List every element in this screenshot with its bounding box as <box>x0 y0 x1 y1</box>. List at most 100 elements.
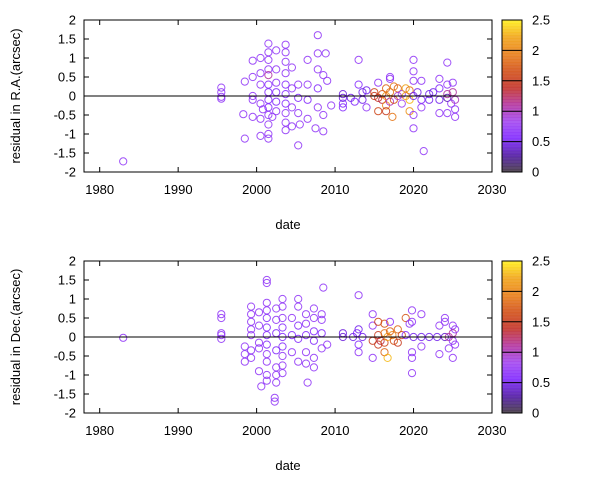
colorbar-tick-label: 0.5 <box>532 134 550 149</box>
colorbar-segment <box>502 270 522 274</box>
data-point <box>294 141 303 150</box>
data-point <box>401 84 410 93</box>
colorbar-segment <box>502 59 522 63</box>
data-point <box>301 310 311 319</box>
colorbar-segment <box>502 23 522 27</box>
y-tick-label: 0 <box>69 330 76 345</box>
colorbar-tick-label: 0 <box>532 165 539 180</box>
colorbar-segment <box>502 297 522 301</box>
data-point <box>354 348 363 357</box>
data-point <box>301 331 311 340</box>
y-axis-label: residual in R.A.(arcsec) <box>8 28 23 163</box>
data-point <box>281 80 290 89</box>
data-point <box>407 369 417 378</box>
data-point <box>287 122 296 131</box>
data-point <box>287 63 296 72</box>
colorbar-tick-label: 0.5 <box>532 375 550 390</box>
colorbar-tick-label: 2 <box>532 43 539 58</box>
data-point <box>313 65 322 74</box>
data-point <box>264 65 273 74</box>
data-point <box>262 323 271 332</box>
colorbar-segment <box>502 321 522 326</box>
data-point <box>281 90 290 99</box>
data-point <box>270 397 279 406</box>
colorbar-segment <box>502 324 522 329</box>
y-tick-label: -1.5 <box>54 387 76 402</box>
colorbar-segment <box>502 330 522 335</box>
x-axis-label: date <box>275 217 300 232</box>
colorbar-segment <box>502 400 522 405</box>
data-point <box>313 31 322 40</box>
data-point <box>382 107 391 116</box>
data-point <box>281 48 290 57</box>
data-point <box>264 71 273 80</box>
data-point <box>272 88 281 97</box>
data-point <box>440 317 449 326</box>
x-tick-label: 1990 <box>164 182 193 197</box>
data-point <box>287 103 296 112</box>
x-axis-label: date <box>275 458 300 473</box>
colorbar-segment <box>502 165 522 170</box>
data-point <box>425 90 434 99</box>
data-point <box>262 306 271 315</box>
colorbar-segment <box>502 111 522 115</box>
data-point <box>319 127 328 136</box>
colorbar-segment <box>502 261 522 265</box>
colorbar-segment <box>502 50 522 54</box>
data-point <box>262 298 271 307</box>
data-point <box>294 334 303 343</box>
data-point <box>262 278 271 288</box>
x-tick-label: 2010 <box>321 423 350 438</box>
y-tick-label: -1.5 <box>54 146 76 161</box>
data-point <box>354 291 363 300</box>
ra-residual-panel: 1980 1990 2000 2010 2020 2030 -2 -1.5 -1 -0.5 0 0.5… <box>8 13 550 233</box>
colorbar-segment <box>502 409 522 414</box>
x-tick-label: 1990 <box>164 423 193 438</box>
y-tick-label: -0.5 <box>54 349 76 364</box>
data-point <box>393 338 402 347</box>
data-point <box>287 348 296 357</box>
y-tick-label: 0.5 <box>58 70 76 85</box>
data-point <box>272 65 281 74</box>
data-point <box>317 315 326 324</box>
colorbar-segment <box>502 285 522 289</box>
data-point <box>217 94 226 103</box>
colorbar-tick-label: 1.5 <box>532 314 550 329</box>
data-point <box>272 378 281 387</box>
data-point <box>295 120 304 129</box>
data-point <box>217 331 226 340</box>
data-point <box>247 346 256 355</box>
data-point <box>309 353 318 362</box>
data-point <box>321 49 330 58</box>
colorbar-segment <box>502 74 522 79</box>
colorbar-segment <box>502 102 522 106</box>
data-point <box>278 313 287 323</box>
data-point <box>256 99 265 108</box>
data-point <box>354 340 363 349</box>
colorbar-segment <box>502 379 522 383</box>
colorbar-segment <box>502 150 522 155</box>
data-point <box>368 310 377 319</box>
colorbar-segment <box>502 159 522 164</box>
data-point <box>247 317 256 326</box>
data-point <box>119 333 128 342</box>
colorbar-segment <box>502 288 522 292</box>
data-point <box>417 76 426 85</box>
data-point <box>405 319 414 328</box>
colorbar-segment <box>502 99 522 103</box>
colorbar-segment <box>502 132 522 136</box>
colorbar-segment <box>502 71 522 76</box>
colorbar-segment <box>502 394 522 399</box>
data-point <box>247 353 256 362</box>
colorbar-segment <box>502 126 522 130</box>
data-point <box>270 393 279 402</box>
data-point <box>303 55 312 65</box>
data-point <box>405 86 414 95</box>
colorbar-segment <box>502 382 522 387</box>
colorbar-tick-label: 2.5 <box>532 254 550 269</box>
data-point <box>278 342 287 351</box>
x-tick-label: 2000 <box>242 182 271 197</box>
colorbar-segment <box>502 53 522 57</box>
data-point <box>368 321 377 330</box>
